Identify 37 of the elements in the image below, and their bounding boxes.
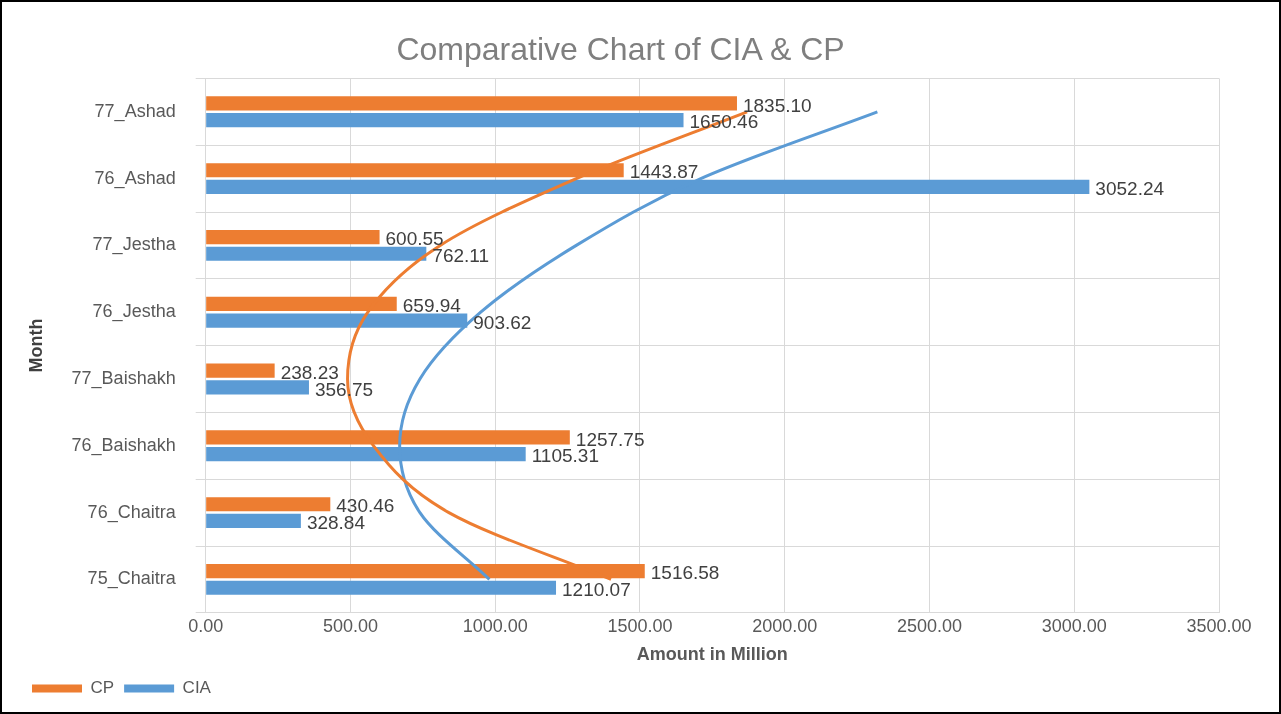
x-tick-label: 2500.00	[896, 615, 963, 636]
bar	[206, 113, 684, 128]
x-tick-label: 0.00	[188, 615, 224, 636]
data-label: 659.94	[402, 295, 462, 317]
bar	[206, 513, 301, 529]
y-tick-label: 77_Baishakh	[71, 367, 176, 389]
bar	[206, 363, 275, 378]
data-label: 1516.58	[650, 562, 720, 584]
data-label: 1210.07	[562, 578, 631, 600]
y-tick-label: 76_Ashad	[94, 167, 176, 189]
x-tick-label: 3500.00	[1186, 615, 1252, 636]
data-label: 903.62	[473, 311, 532, 333]
x-tick-label: 3000.00	[1041, 615, 1107, 636]
y-tick-label: 76_Chaitra	[87, 501, 177, 523]
y-axis-title: Month	[25, 318, 46, 373]
data-label: 1835.10	[742, 94, 812, 116]
y-tick-label: 77_Jestha	[92, 234, 177, 256]
data-label: 238.23	[280, 361, 339, 383]
y-tick-label: 77_Ashad	[94, 100, 176, 122]
bar	[206, 96, 737, 111]
x-tick-label: 1500.00	[607, 615, 673, 636]
x-axis-title: Amount in Million	[636, 644, 788, 665]
chart-title: Comparative Chart of CIA & CP	[396, 31, 845, 68]
bar	[206, 246, 427, 261]
legend-label: CP	[90, 678, 115, 698]
x-tick-label: 1000.00	[462, 615, 528, 636]
y-tick-label: 76_Baishakh	[71, 434, 176, 456]
bar	[206, 380, 309, 395]
data-label: 3052.24	[1095, 178, 1165, 200]
x-tick-label: 500.00	[322, 615, 378, 636]
bar	[206, 229, 380, 245]
x-tick-label: 2000.00	[752, 615, 818, 636]
y-tick-label: 75_Chaitra	[87, 568, 177, 590]
y-tick-label: 76_Jestha	[92, 301, 177, 323]
data-label: 1443.87	[629, 161, 699, 183]
bar	[206, 497, 331, 512]
legend-label: CIA	[182, 678, 212, 698]
